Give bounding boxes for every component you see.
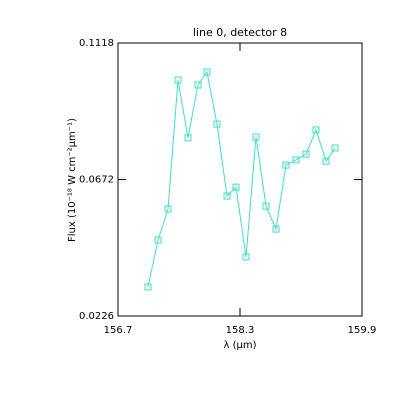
- marker: [154, 236, 162, 244]
- marker: [213, 120, 221, 128]
- marker: [292, 156, 300, 164]
- marker: [174, 76, 182, 84]
- y-axis-label: Flux (10⁻¹⁸ W cm⁻²μm⁻¹): [67, 118, 78, 242]
- marker: [282, 161, 290, 169]
- marker: [252, 133, 260, 141]
- x-tick-label: 159.9: [348, 325, 377, 336]
- y-tick-label: 0.0226: [79, 311, 114, 322]
- marker: [203, 68, 211, 76]
- chart-title: line 0, detector 8: [193, 26, 287, 39]
- marker: [312, 126, 320, 134]
- x-axis-label: λ (μm): [223, 340, 256, 351]
- marker: [194, 81, 202, 89]
- marker: [331, 144, 339, 152]
- marker: [302, 150, 310, 158]
- y-tick-label: 0.1118: [79, 38, 114, 49]
- marker: [184, 134, 192, 142]
- y-tick-label: 0.0672: [79, 175, 114, 186]
- x-tick-label: 156.7: [104, 325, 133, 336]
- marker: [272, 225, 280, 233]
- x-tick-label: 158.3: [226, 325, 255, 336]
- marker: [322, 157, 330, 165]
- marker: [164, 205, 172, 213]
- marker: [144, 283, 152, 291]
- marker: [223, 192, 231, 200]
- marker: [232, 183, 240, 191]
- data-line: [147, 70, 336, 288]
- marker: [242, 253, 250, 261]
- plot-frame: [117, 42, 363, 317]
- marker: [262, 202, 270, 210]
